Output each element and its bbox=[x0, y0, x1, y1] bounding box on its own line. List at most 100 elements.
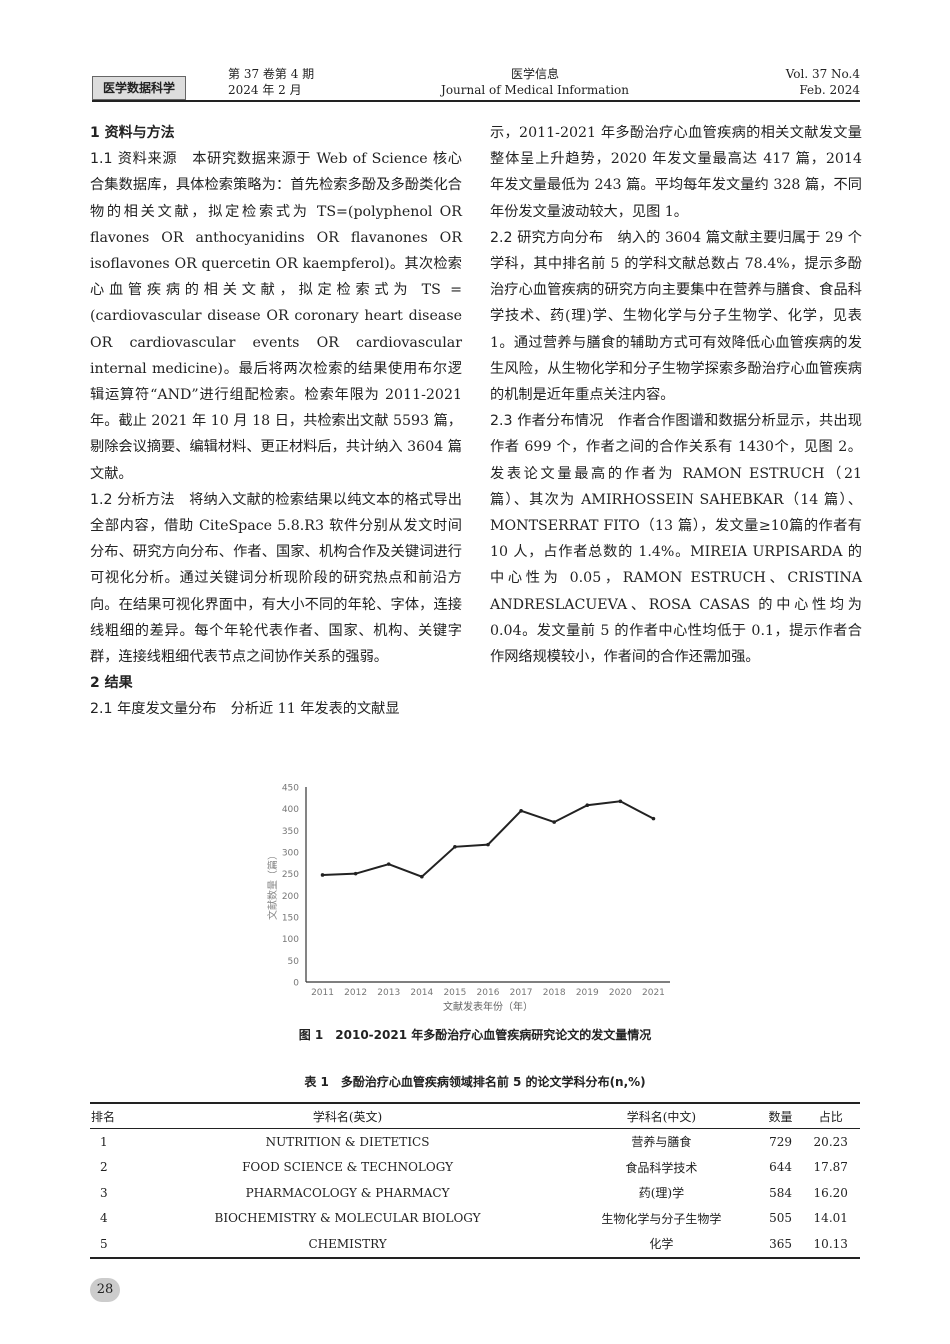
table-row: 5 CHEMISTRY 化学 365 10.13 bbox=[90, 1231, 860, 1259]
data-point bbox=[486, 842, 490, 847]
x-tick-label: 2021 bbox=[642, 988, 665, 998]
table-cell: 10.13 bbox=[801, 1231, 860, 1259]
y-tick-label: 300 bbox=[282, 849, 299, 859]
x-tick-label: 2019 bbox=[576, 988, 599, 998]
journal-cn: 医学信息 bbox=[510, 67, 559, 81]
paragraph-text: 分析近 11 年发表的文献显 bbox=[230, 701, 400, 718]
column-header: 学科名(英文) bbox=[131, 1102, 564, 1129]
table-cell: 1 bbox=[100, 1134, 108, 1149]
y-axis-label: 文献数量（篇） bbox=[266, 850, 279, 920]
y-tick-label: 450 bbox=[282, 784, 299, 794]
data-point bbox=[618, 799, 623, 804]
table-cell: 3 bbox=[100, 1185, 108, 1200]
series-line bbox=[322, 800, 654, 878]
data-point bbox=[651, 816, 656, 821]
paragraph: 1.2 分析方法 将纳入文献的检索结果以纯文本的格式导出全部内容，借助 Cite… bbox=[90, 487, 462, 670]
date-cn: 2024 年 2 月 bbox=[228, 83, 302, 97]
y-tick-label: 150 bbox=[282, 914, 299, 924]
table-cell: 生物化学与分子生物学 bbox=[601, 1211, 722, 1226]
x-tick-label: 2014 bbox=[410, 988, 433, 998]
column-header: 占比 bbox=[801, 1102, 860, 1129]
section-badge: 医学数据科学 bbox=[92, 76, 186, 100]
table-cell: 584 bbox=[769, 1185, 792, 1200]
y-tick-label: 400 bbox=[282, 805, 299, 815]
x-tick-label: 2016 bbox=[477, 988, 500, 998]
data-point bbox=[353, 871, 358, 876]
data-point bbox=[519, 809, 523, 813]
right-column: 示，2011-2021 年多酚治疗心血管疾病的相关文献发文量整体呈上升趋势，20… bbox=[490, 120, 862, 670]
x-axis-label: 文献发表年份（年） bbox=[443, 1000, 533, 1013]
data-point bbox=[585, 803, 590, 807]
volume-en: Vol. 37 No.4 bbox=[785, 67, 860, 81]
subheading: 1.2 分析方法 bbox=[90, 491, 175, 508]
paragraph-text: 本研究数据来源于 Web of Science 核心合集数据库，具体检索策略为：… bbox=[90, 151, 462, 482]
table-cell: 20.23 bbox=[813, 1134, 848, 1149]
table-cell: 药(理)学 bbox=[638, 1186, 685, 1201]
subheading: 1.1 资料来源 bbox=[90, 151, 178, 168]
figure-caption: 图 1 2010-2021 年多酚治疗心血管疾病研究论文的发文量情况 bbox=[298, 1028, 652, 1042]
paragraph: 2.3 作者分布情况 作者合作图谱和数据分析显示，共出现作者 699 个，作者之… bbox=[490, 408, 862, 670]
table-cell: 营养与膳食 bbox=[631, 1135, 692, 1150]
subheading: 2.2 研究方向分布 bbox=[490, 229, 604, 246]
paragraph: 2.1 年度发文量分布 分析近 11 年发表的文献显 bbox=[90, 696, 462, 722]
data-point bbox=[386, 862, 391, 866]
y-tick-label: 250 bbox=[282, 870, 299, 880]
table-cell: 16.20 bbox=[813, 1185, 848, 1200]
table-cell: CHEMISTRY bbox=[131, 1231, 564, 1259]
table-cell: BIOCHEMISTRY & MOLECULAR BIOLOGY bbox=[214, 1211, 481, 1226]
section-heading: 2 结果 bbox=[90, 675, 133, 692]
column-header: 学科名(中文) bbox=[563, 1102, 760, 1129]
paragraph: 1.1 资料来源 本研究数据来源于 Web of Science 核心合集数据库… bbox=[90, 146, 462, 487]
table-cell: 17.87 bbox=[813, 1160, 848, 1175]
x-tick-label: 2012 bbox=[344, 988, 367, 998]
y-tick-label: 200 bbox=[282, 892, 299, 902]
table-cell: 505 bbox=[769, 1211, 792, 1226]
table-cell: 729 bbox=[769, 1134, 792, 1149]
table-cell: 14.01 bbox=[813, 1211, 848, 1226]
table-cell: 644 bbox=[769, 1160, 792, 1175]
paragraph-text: 作者合作图谱和数据分析显示，共出现作者 699 个，作者之间的合作关系有 143… bbox=[490, 413, 862, 666]
paragraph-text: 将纳入文献的检索结果以纯文本的格式导出全部内容，借助 CiteSpace 5.8… bbox=[90, 491, 462, 666]
table-cell: PHARMACOLOGY & PHARMACY bbox=[245, 1185, 450, 1200]
section-heading: 1 资料与方法 bbox=[90, 125, 175, 141]
table-row: 1 NUTRITION & DIETETICS 营养与膳食 729 20.23 bbox=[90, 1129, 860, 1155]
subheading: 2.3 作者分布情况 bbox=[490, 413, 604, 430]
table-row: 4 BIOCHEMISTRY & MOLECULAR BIOLOGY 生物化学与分子… bbox=[90, 1206, 860, 1232]
x-tick-label: 2013 bbox=[377, 988, 400, 998]
table-cell: 2 bbox=[100, 1160, 108, 1175]
data-point bbox=[420, 874, 424, 879]
data-point bbox=[320, 873, 325, 877]
line-chart: 0 50 100 150 200 250 300 350 400 450 2011 2012 2013 2… bbox=[266, 784, 670, 1013]
issue-cn: 第 37 卷第 4 期 bbox=[228, 67, 315, 81]
page-number: 28 bbox=[90, 1278, 120, 1302]
x-tick-label: 2015 bbox=[443, 988, 466, 998]
table-cell: 365 bbox=[759, 1231, 802, 1259]
y-tick-label: 100 bbox=[282, 935, 299, 945]
subheading: 2.1 年度发文量分布 bbox=[90, 701, 217, 718]
data-point bbox=[552, 820, 556, 824]
table-cell: 4 bbox=[100, 1211, 108, 1226]
subject-table: 排名 学科名(英文) 学科名(中文) 数量 占比 1 NUTRITION & DIETET… bbox=[90, 1102, 860, 1259]
table-cell: 5 bbox=[90, 1231, 132, 1259]
table-cell: FOOD SCIENCE & TECHNOLOGY bbox=[242, 1160, 454, 1175]
left-column: 1 资料与方法 1.1 资料来源 本研究数据来源于 Web of Science… bbox=[90, 120, 462, 723]
y-tick-label: 50 bbox=[288, 957, 300, 967]
x-tick-label: 2018 bbox=[543, 988, 566, 998]
table-caption: 表 1 多酚治疗心血管疾病领域排名前 5 的论文学科分布(n,%) bbox=[304, 1075, 646, 1089]
x-tick-label: 2017 bbox=[510, 988, 533, 998]
table-row: 3 PHARMACOLOGY & PHARMACY 药(理)学 584 16.20 bbox=[90, 1180, 860, 1206]
table-cell: NUTRITION & DIETETICS bbox=[265, 1134, 430, 1149]
table-row: 2 FOOD SCIENCE & TECHNOLOGY 食品科学技术 644 17.87 bbox=[90, 1155, 860, 1181]
table-cell: 化学 bbox=[563, 1231, 760, 1259]
paragraph-text: 纳入的 3604 篇文献主要归属于 29 个学科，其中排名前 5 的学科文献总数… bbox=[490, 229, 862, 404]
column-header: 数量 bbox=[759, 1102, 802, 1129]
paragraph: 2.2 研究方向分布 纳入的 3604 篇文献主要归属于 29 个学科，其中排名… bbox=[490, 225, 862, 408]
journal-en: Journal of Medical Information bbox=[441, 83, 629, 97]
y-tick-label: 0 bbox=[293, 979, 299, 989]
header-rule bbox=[92, 100, 860, 102]
x-tick-label: 2020 bbox=[609, 988, 632, 998]
y-tick-label: 350 bbox=[282, 827, 299, 837]
table-cell: 食品科学技术 bbox=[625, 1160, 698, 1175]
x-tick-label: 2011 bbox=[311, 988, 334, 998]
